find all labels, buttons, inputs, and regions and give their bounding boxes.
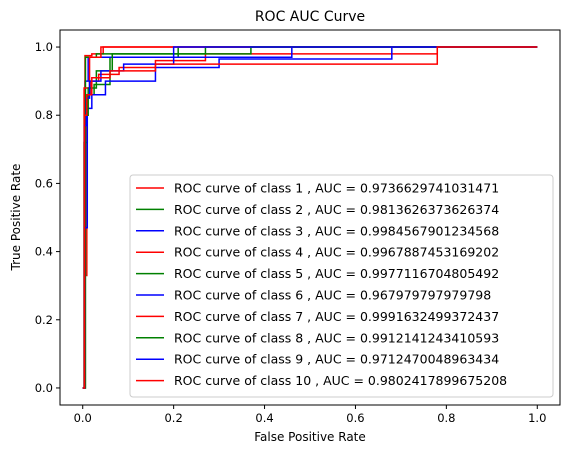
y-tick-label: 0.8 <box>35 108 53 122</box>
roc-line-class-6 <box>82 46 538 389</box>
legend-label: ROC curve of class 9 , AUC = 0.971247004… <box>174 352 499 367</box>
legend-label: ROC curve of class 6 , AUC = 0.967979797… <box>174 288 491 303</box>
x-tick-label: 0.4 <box>255 411 273 425</box>
y-tick-label: 0.4 <box>35 245 53 259</box>
roc-line-class-10 <box>82 46 538 389</box>
y-tick-label: 0.2 <box>35 313 53 327</box>
x-tick-label: 1.0 <box>528 411 546 425</box>
legend-label: ROC curve of class 10 , AUC = 0.98024178… <box>174 373 507 388</box>
y-tick-label: 0.0 <box>35 381 53 395</box>
legend-box <box>129 174 554 398</box>
y-tick-label: 0.6 <box>35 176 53 190</box>
x-tick-label: 0.0 <box>74 411 92 425</box>
legend-label: ROC curve of class 8 , AUC = 0.991214124… <box>174 330 499 345</box>
x-tick-label: 0.8 <box>437 411 455 425</box>
x-tick-label: 0.2 <box>164 411 182 425</box>
legend-label: ROC curve of class 2 , AUC = 0.981362637… <box>174 202 499 217</box>
legend-label: ROC curve of class 7 , AUC = 0.999163249… <box>174 309 499 324</box>
y-axis-label: True Positive Rate <box>9 164 23 272</box>
chart-title: ROC AUC Curve <box>255 9 365 25</box>
legend-label: ROC curve of class 3 , AUC = 0.998456790… <box>174 223 499 238</box>
y-tick-label: 1.0 <box>35 40 53 54</box>
x-tick-label: 0.6 <box>346 411 364 425</box>
axis-ticks: 0.0 0.2 0.4 0.6 0.8 1.0 0.0 0.2 0.4 0.6 0.8 1.0 <box>35 40 547 425</box>
legend-label: ROC curve of class 4 , AUC = 0.996788745… <box>174 245 499 260</box>
roc-line-class-5 <box>82 46 538 389</box>
legend-label: ROC curve of class 5 , AUC = 0.997711670… <box>174 266 499 281</box>
legend-label: ROC curve of class 1 , AUC = 0.973662974… <box>174 181 499 196</box>
plot-frame <box>59 29 561 406</box>
x-axis-label: False Positive Rate <box>254 430 366 444</box>
legend: ROC curve of class 1 , AUC = 0.973662974… <box>129 174 554 398</box>
